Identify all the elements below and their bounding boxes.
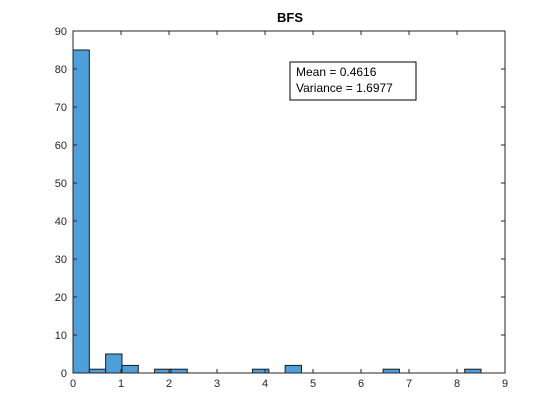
stats-annotation-box: Mean = 0.4616 Variance = 1.6977	[289, 61, 417, 101]
x-tick-label-5: 5	[310, 378, 316, 390]
y-tick-label-7: 70	[55, 102, 67, 114]
y-tick-label-0: 0	[61, 368, 67, 380]
x-tick-label-2: 2	[166, 378, 172, 390]
histogram-bar-5	[170, 368, 188, 374]
y-axis: 0 10 20 30 40 50 60 70 80 90	[55, 26, 505, 380]
annotation-mean-text: Mean = 0.4616	[296, 65, 377, 79]
histogram-bars	[72, 49, 482, 374]
x-axis: 0 1 2 3 4 5 6 7 8 9	[70, 31, 508, 390]
plot-area-frame	[72, 30, 506, 374]
annotation-variance-text: Variance = 1.6977	[296, 81, 393, 95]
histogram-bar-9	[464, 368, 482, 374]
histogram-bar-3	[121, 364, 139, 374]
histogram-bar-6	[252, 368, 270, 374]
y-tick-label-2: 20	[55, 292, 67, 304]
y-tick-label-8: 80	[55, 64, 67, 76]
annotation-border	[289, 61, 417, 101]
x-tick-label-9: 9	[502, 378, 508, 390]
y-tick-label-3: 30	[55, 254, 67, 266]
histogram-bar-4	[154, 368, 172, 374]
x-tick-label-1: 1	[118, 378, 124, 390]
x-tick-label-4: 4	[262, 378, 268, 390]
x-tick-label-8: 8	[454, 378, 460, 390]
y-tick-label-6: 60	[55, 140, 67, 152]
histogram-bar-2	[105, 353, 123, 374]
histogram-bar-1	[88, 368, 107, 374]
y-tick-label-9: 90	[55, 26, 67, 38]
y-tick-label-5: 50	[55, 178, 67, 190]
y-tick-label-1: 10	[55, 330, 67, 342]
x-tick-label-6: 6	[358, 378, 364, 390]
x-tick-label-7: 7	[406, 378, 412, 390]
x-tick-label-3: 3	[214, 378, 220, 390]
x-tick-label-0: 0	[70, 378, 76, 390]
histogram-bar-0	[72, 49, 90, 374]
y-tick-label-4: 40	[55, 216, 67, 228]
histogram-bar-8	[382, 368, 400, 374]
histogram-bar-7	[284, 364, 302, 374]
chart-title: BFS	[277, 10, 303, 25]
